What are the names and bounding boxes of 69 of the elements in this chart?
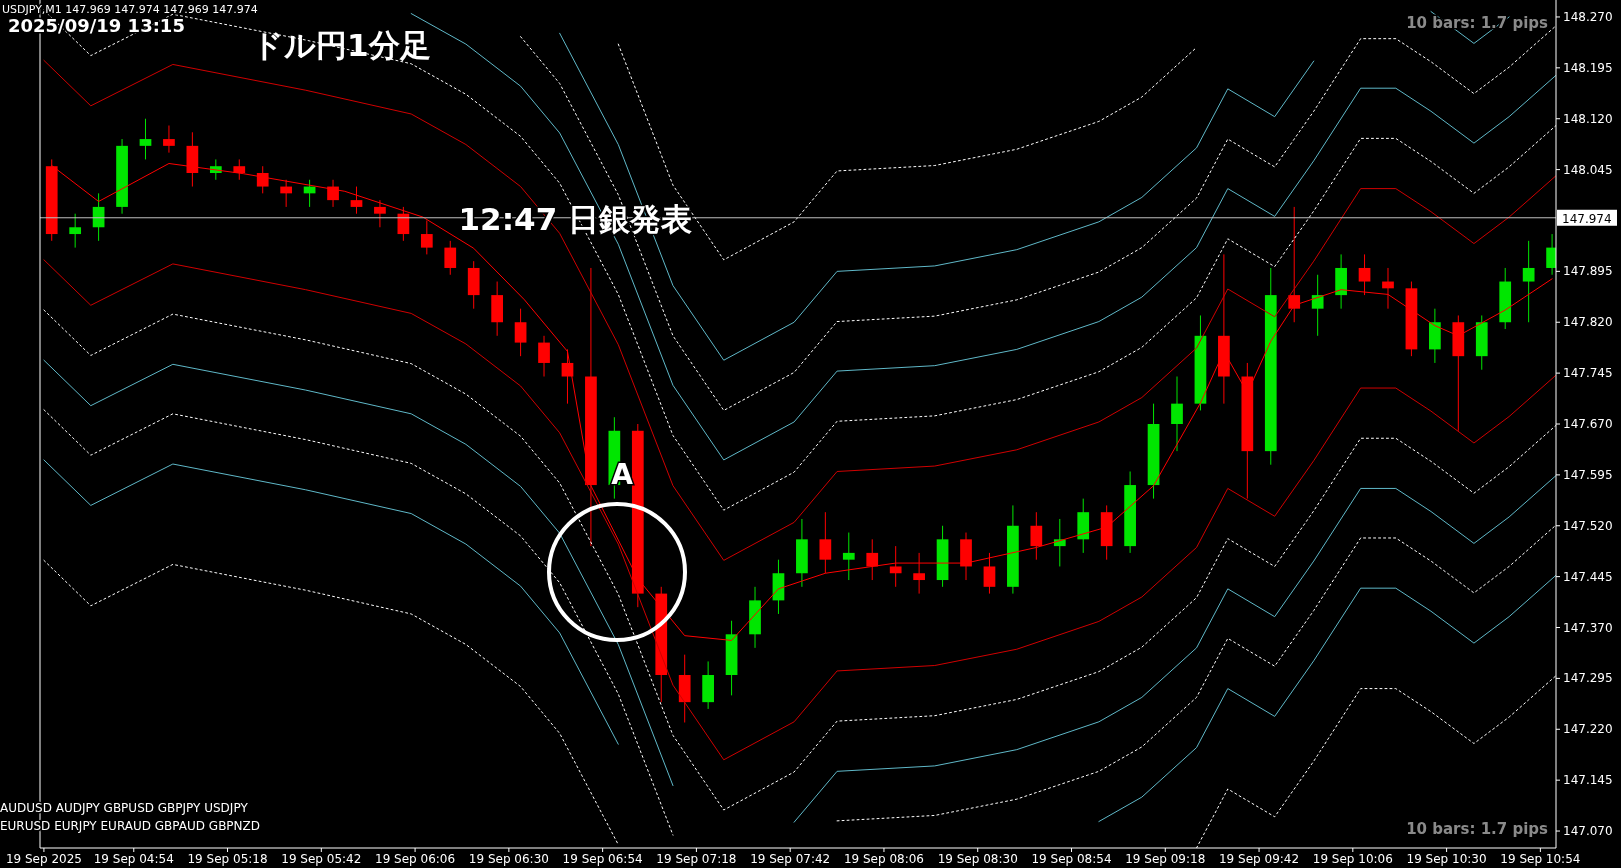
candlestick	[983, 552, 996, 595]
line-series	[1098, 574, 1556, 823]
y-tick-label: 147.820	[1563, 315, 1613, 330]
y-tick-label: 147.670	[1563, 417, 1613, 431]
y-tick-label: 147.295	[1563, 671, 1613, 686]
candlestick	[69, 213, 82, 249]
line-series	[43, 59, 1556, 561]
annotation: EURUSD EURJPY EURAUD GBPAUD GBPNZD	[0, 819, 261, 833]
y-tick-label: 147.745	[1563, 366, 1613, 381]
line-series	[43, 359, 674, 787]
candlestick	[819, 511, 832, 574]
y-tick-label: 147.070	[1563, 824, 1613, 839]
annotation: 2025/09/19 13:15	[8, 15, 185, 36]
candlestick	[1358, 253, 1371, 296]
candlestick	[1171, 376, 1183, 452]
y-tick-label: 148.270	[1563, 9, 1613, 24]
candlestick	[444, 240, 457, 276]
x-tick-label: 19 Sep 04:54	[93, 852, 174, 866]
y-tick-label: 147.370	[1563, 620, 1613, 635]
y-tick-label: 148.045	[1563, 162, 1613, 177]
candlestick	[280, 179, 293, 208]
x-tick-label: 19 Sep 05:18	[187, 852, 268, 866]
candlestick	[1288, 206, 1301, 323]
x-tick-label: 19 Sep 09:18	[1125, 852, 1206, 866]
x-tick-label: 19 Sep 08:30	[937, 852, 1018, 866]
x-tick-label: 19 Sep 10:30	[1406, 852, 1487, 866]
line-series	[43, 259, 1556, 761]
ref-line-label: 147.974	[1562, 211, 1612, 226]
y-tick-label: 147.145	[1563, 773, 1613, 788]
x-tick-label: 19 Sep 05:42	[281, 852, 362, 866]
candlestick	[1382, 267, 1394, 310]
x-tick-label: 19 Sep 10:06	[1312, 852, 1393, 866]
y-tick-label: 148.195	[1563, 60, 1613, 75]
candlestick	[139, 118, 152, 160]
y-tick-label: 147.595	[1563, 467, 1613, 482]
annotation: USDJPY,M1 147.969 147.974 147.969 147.974	[2, 3, 258, 16]
y-tick-label: 147.445	[1563, 569, 1613, 584]
candlestick	[1522, 240, 1535, 323]
line-series	[559, 32, 1315, 361]
candlestick	[913, 552, 925, 595]
x-tick-label: 19 Sep 07:42	[750, 852, 831, 866]
x-tick-label: 19 Sep 08:54	[1031, 852, 1112, 866]
candlestick	[374, 199, 386, 228]
candlestick	[163, 125, 175, 154]
x-tick-label: 19 Sep 06:54	[562, 852, 643, 866]
candlestick	[866, 538, 879, 581]
annotation: AUDUSD AUDJPY GBPUSD GBPJPY USDJPY	[0, 801, 249, 815]
candlestick	[420, 219, 433, 255]
x-tick-label: 19 Sep 10:54	[1500, 852, 1581, 866]
x-tick-label: 19 Sep 08:06	[843, 852, 925, 866]
candlestick	[538, 335, 550, 378]
candlestick	[1311, 274, 1324, 337]
y-tick-label: 147.220	[1563, 722, 1613, 737]
x-tick-label: 19 Sep 07:18	[656, 852, 737, 866]
x-tick-label: 19 Sep 06:06	[375, 852, 456, 866]
candlestick	[1030, 511, 1043, 561]
y-tick-label: 148.120	[1563, 111, 1613, 126]
x-tick-label: 19 Sep 2025	[5, 852, 82, 866]
x-tick-label: 19 Sep 09:42	[1219, 852, 1300, 866]
text: ドル円1分足	[252, 27, 431, 63]
candlestick	[514, 308, 527, 357]
annotation: 10 bars: 1.7 pips	[1406, 820, 1549, 838]
candlestick	[350, 186, 363, 215]
line-series	[793, 475, 1556, 823]
y-tick-label: 147.520	[1563, 518, 1613, 533]
candlestick	[889, 545, 902, 588]
y-tick-label: 147.895	[1563, 264, 1613, 279]
x-tick-label: 19 Sep 06:30	[468, 852, 549, 866]
candlestick	[842, 532, 855, 581]
